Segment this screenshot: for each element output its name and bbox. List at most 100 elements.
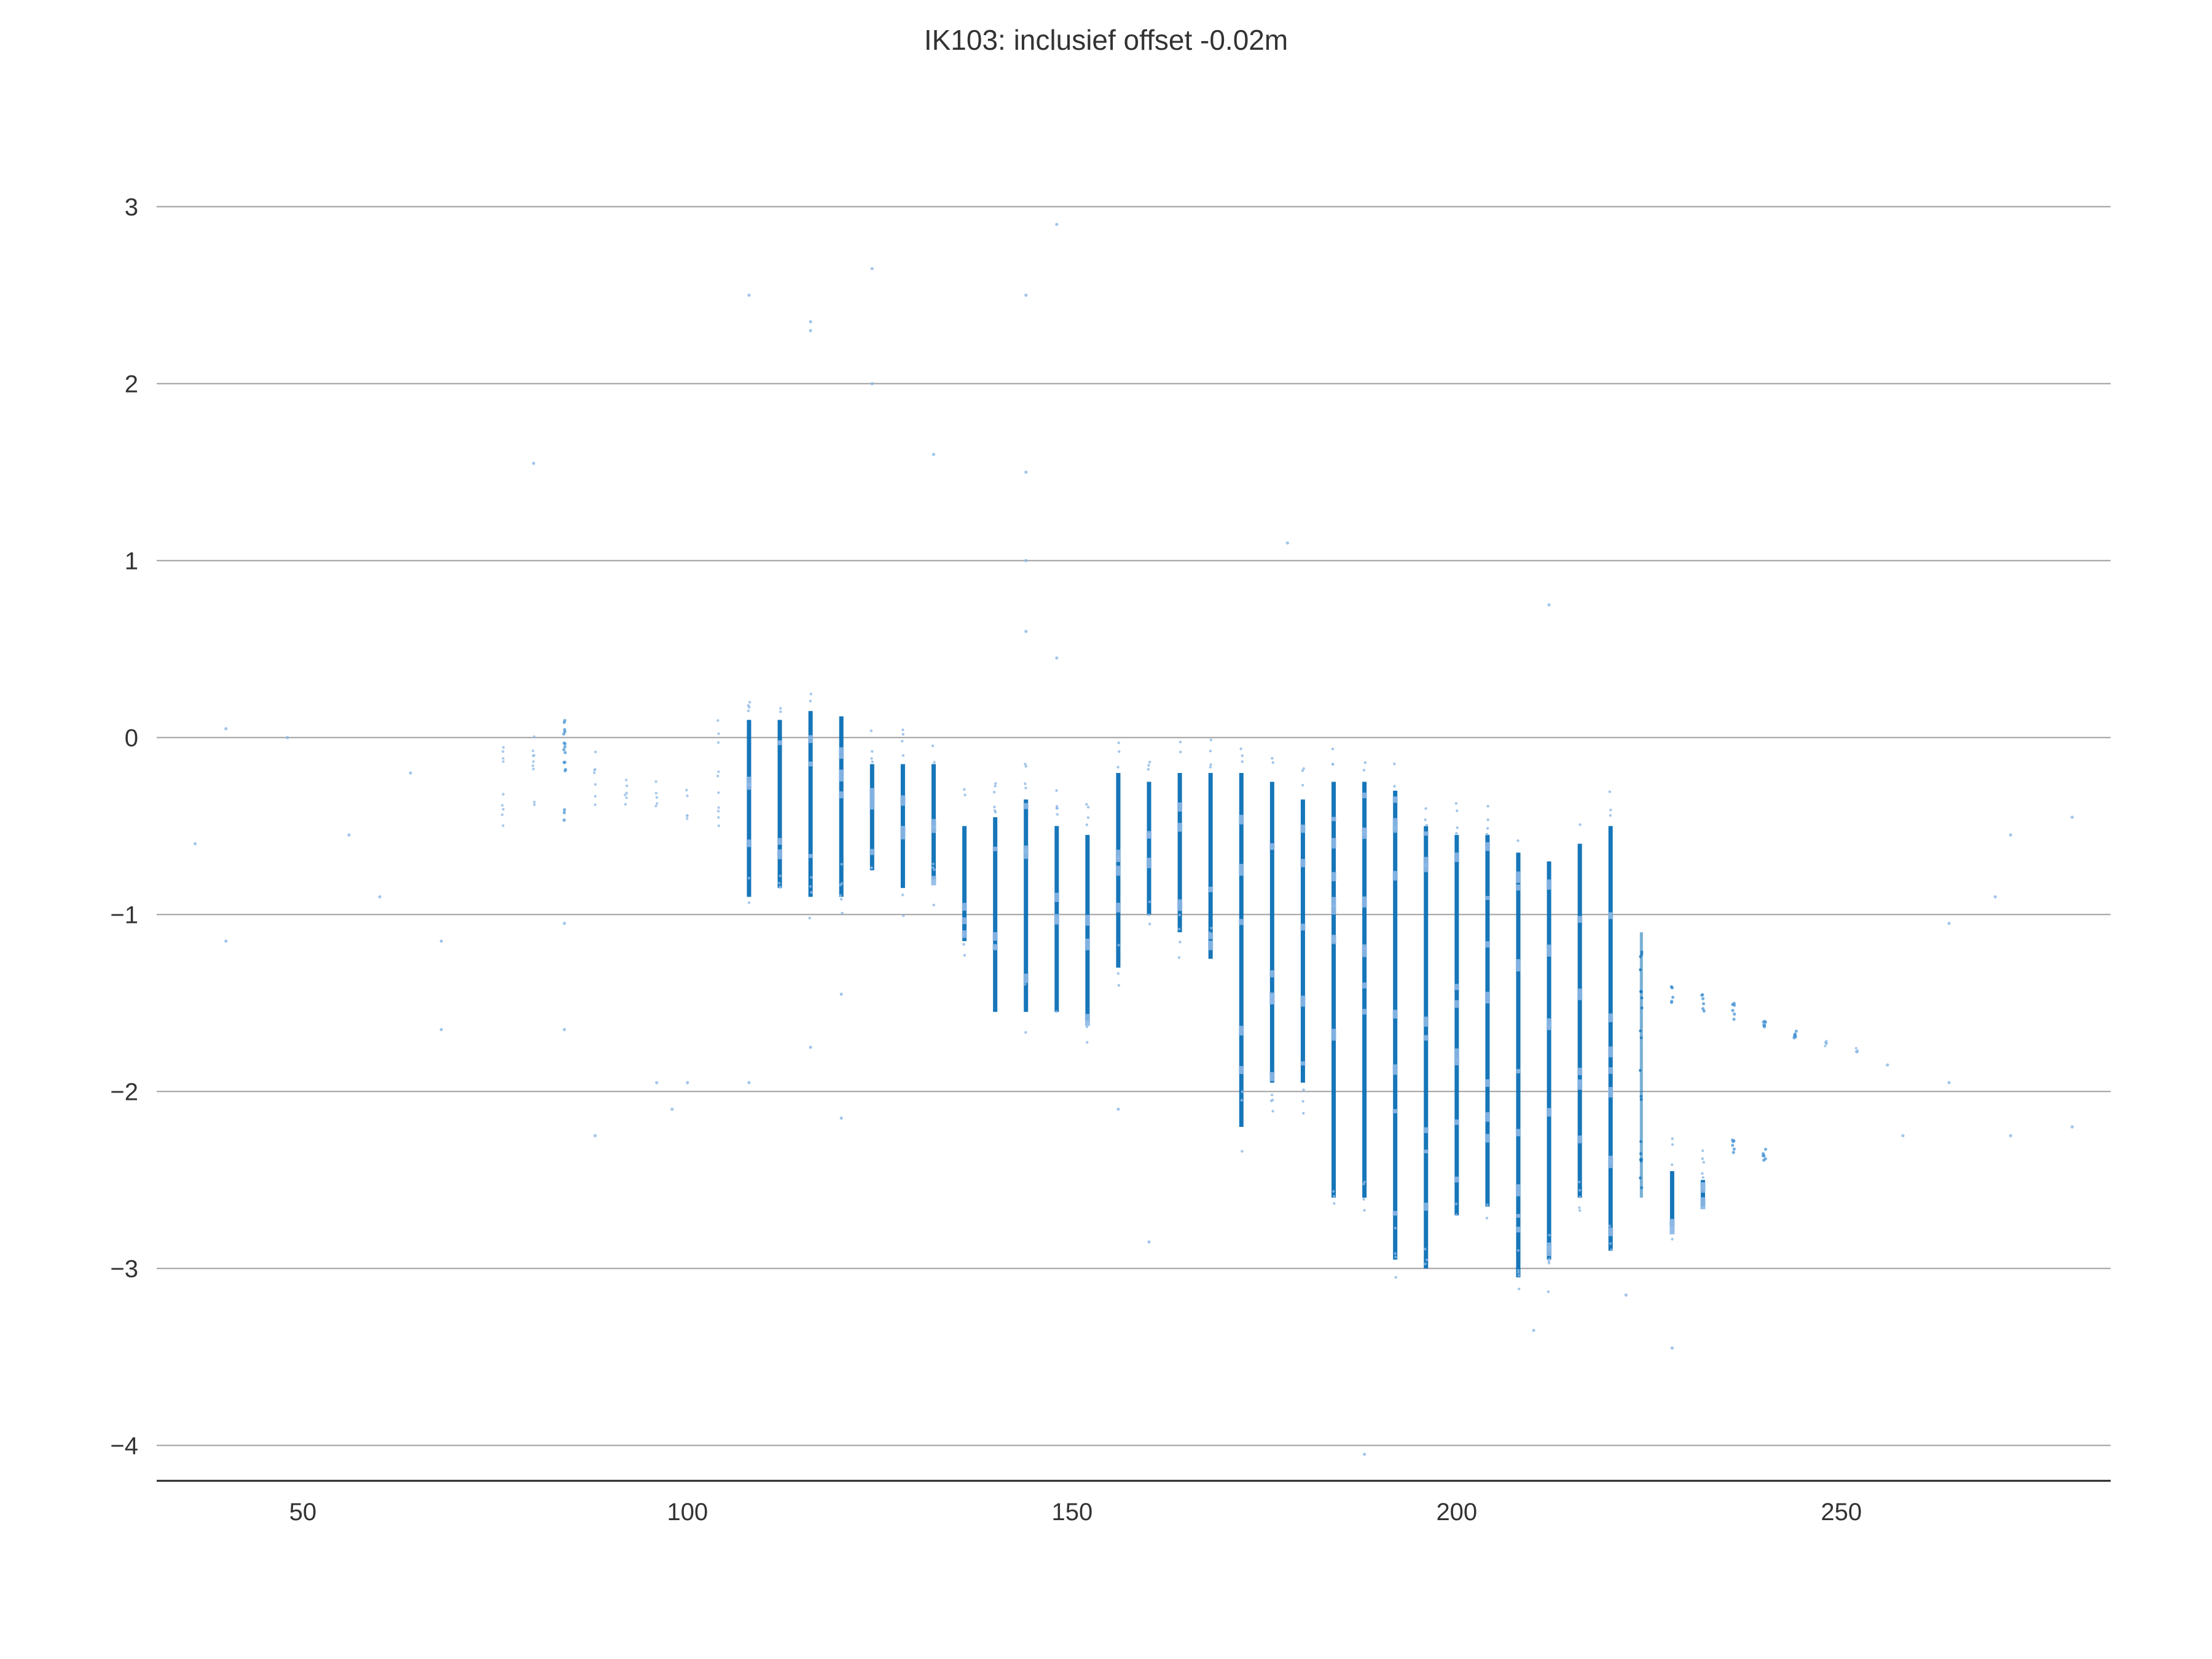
data-point <box>593 769 596 772</box>
data-point <box>1701 1157 1704 1160</box>
data-point <box>1516 1271 1520 1274</box>
data-point <box>1640 996 1644 1000</box>
data-point <box>717 809 720 813</box>
data-point <box>1886 1063 1889 1067</box>
data-point <box>1300 995 1306 1007</box>
data-point <box>809 885 812 888</box>
data-point <box>1577 1079 1583 1084</box>
data-point <box>592 771 596 775</box>
data-point <box>717 806 720 809</box>
data-point <box>1024 763 1027 766</box>
data-point <box>901 732 905 736</box>
data-point <box>963 788 966 791</box>
data-point <box>1484 842 1490 851</box>
data-point <box>748 700 751 704</box>
data-point <box>777 837 783 845</box>
data-point <box>808 917 811 920</box>
data-point <box>1485 1217 1489 1220</box>
data-point <box>1515 959 1521 971</box>
data-point <box>901 728 904 732</box>
x-tick-label: 150 <box>1051 1499 1092 1526</box>
data-point <box>1425 823 1429 827</box>
data-point <box>1331 935 1336 944</box>
data-point <box>717 816 720 819</box>
data-point <box>962 903 967 911</box>
x-tick-label: 250 <box>1821 1499 1862 1526</box>
data-point <box>531 754 535 758</box>
data-point <box>1362 1198 1365 1201</box>
data-point <box>1547 1018 1552 1028</box>
data-point <box>747 901 751 904</box>
data-point <box>1300 1061 1306 1066</box>
point-column <box>993 817 998 1012</box>
data-point <box>1608 1224 1611 1228</box>
data-point <box>1423 1202 1429 1211</box>
data-point <box>1794 1029 1798 1033</box>
data-point <box>1239 919 1244 925</box>
data-point <box>1454 1048 1459 1061</box>
data-point <box>1241 1090 1244 1093</box>
data-point <box>962 943 965 946</box>
data-point <box>1423 1150 1429 1154</box>
point-column <box>1393 790 1398 1260</box>
data-point <box>531 767 535 771</box>
data-point <box>1515 1069 1521 1073</box>
data-point <box>562 810 566 815</box>
data-point <box>1609 808 1612 812</box>
point-column <box>839 716 844 897</box>
data-point <box>808 853 814 858</box>
data-point <box>1300 924 1306 931</box>
data-point <box>1147 1240 1151 1244</box>
data-point <box>1515 1129 1521 1137</box>
data-point <box>1763 1147 1768 1151</box>
y-tick-label: 1 <box>125 547 138 575</box>
data-point <box>1085 823 1089 826</box>
data-point <box>931 818 936 829</box>
data-point <box>1393 762 1396 766</box>
data-point <box>1271 1110 1274 1113</box>
data-point <box>1455 832 1458 835</box>
data-point <box>1547 1290 1550 1293</box>
data-point <box>1639 1029 1642 1033</box>
data-point <box>1702 1182 1705 1186</box>
data-point <box>963 954 967 957</box>
data-point <box>1423 1016 1429 1027</box>
data-point <box>809 329 812 332</box>
data-point <box>1392 1108 1398 1113</box>
data-point <box>563 751 567 755</box>
data-point <box>994 782 997 785</box>
data-point <box>501 760 505 763</box>
data-point <box>1239 1065 1244 1074</box>
data-point <box>1116 1107 1120 1111</box>
data-point <box>1669 1222 1675 1234</box>
point-column <box>777 720 782 888</box>
data-point <box>1578 1206 1581 1209</box>
data-point <box>1362 1008 1367 1015</box>
data-point <box>1117 984 1121 987</box>
point-column <box>1269 782 1274 1083</box>
data-point <box>501 750 504 753</box>
data-point <box>1147 767 1150 771</box>
data-point <box>562 818 566 822</box>
data-point <box>1484 1112 1490 1122</box>
data-point <box>839 791 844 799</box>
data-point <box>1608 1067 1614 1074</box>
data-point <box>686 794 689 798</box>
data-point <box>1239 747 1242 750</box>
data-point <box>531 749 535 753</box>
data-point <box>1639 955 1642 959</box>
data-point <box>1332 1194 1336 1198</box>
point-column <box>1485 834 1490 1207</box>
data-point <box>901 893 904 896</box>
data-point <box>1208 933 1214 939</box>
data-point <box>1578 1189 1582 1192</box>
data-point <box>1024 782 1027 785</box>
data-point <box>1208 941 1214 951</box>
chart-title: IK103: inclusief offset -0.02m <box>924 24 1288 56</box>
data-point <box>992 791 996 794</box>
data-point <box>1269 1072 1275 1081</box>
data-point <box>1239 1026 1244 1030</box>
data-point <box>994 785 997 788</box>
data-point <box>1271 761 1274 764</box>
data-point <box>1148 761 1151 764</box>
